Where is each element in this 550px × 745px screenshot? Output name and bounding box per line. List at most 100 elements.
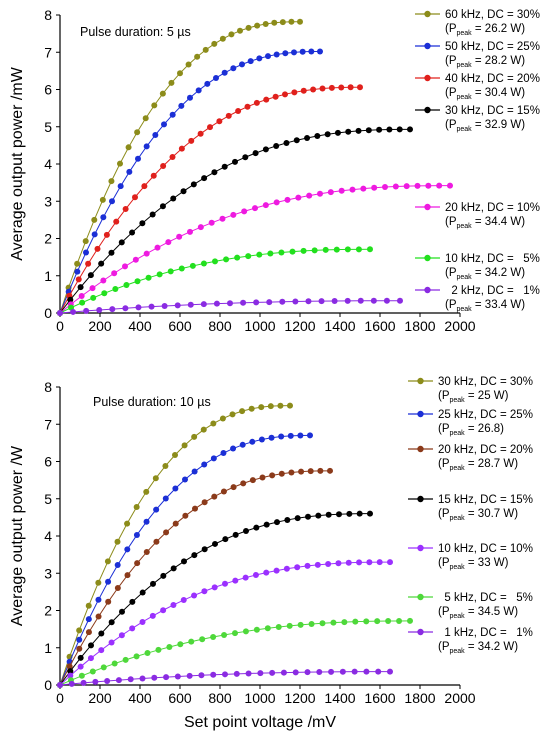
data-point	[351, 668, 358, 675]
y-tick-label: 4	[44, 156, 52, 172]
data-point	[232, 531, 239, 538]
legend-marker	[417, 410, 424, 418]
y-tick-label: 0	[44, 677, 52, 693]
top-chart-panel: 0 200 400 600 800 1000 1200 1400 1600 1800 2000 0 1 2…	[9, 7, 540, 334]
data-point	[83, 249, 89, 256]
data-point	[216, 118, 223, 125]
data-point	[245, 24, 252, 31]
data-point	[273, 199, 280, 206]
data-point	[150, 172, 157, 179]
data-point	[387, 559, 393, 566]
data-point	[283, 139, 290, 146]
data-point	[186, 672, 193, 679]
data-point	[376, 559, 383, 566]
data-point	[178, 265, 185, 272]
legend-marker	[417, 628, 424, 636]
data-point	[322, 246, 329, 253]
data-point	[230, 65, 237, 72]
data-point	[108, 249, 115, 256]
data-point	[156, 271, 163, 278]
y-tick-label: 2	[44, 603, 52, 619]
data-point	[191, 468, 198, 475]
data-point	[187, 301, 194, 308]
legend-peak-label: (Ppeak = 33 W)	[438, 557, 509, 571]
series-line	[59, 405, 291, 686]
data-point	[83, 307, 90, 314]
data-point	[129, 229, 136, 236]
data-point	[357, 297, 364, 304]
x-tick-label: 0	[56, 318, 64, 334]
data-point	[204, 80, 211, 87]
data-point	[122, 263, 128, 270]
data-point	[253, 299, 260, 306]
data-point	[257, 670, 264, 677]
data-point	[220, 488, 227, 495]
data-point	[363, 618, 370, 625]
data-point	[166, 643, 173, 650]
data-point	[149, 211, 156, 218]
data-point	[76, 627, 83, 634]
data-point	[70, 308, 77, 315]
data-point	[414, 182, 421, 189]
legend-marker	[417, 495, 424, 503]
data-point	[344, 297, 351, 304]
legend-peak-label: (Ppeak = 28.7 W)	[438, 458, 518, 472]
data-point	[239, 441, 246, 448]
y-tick-label: 3	[44, 565, 52, 581]
data-point	[127, 676, 134, 683]
data-point	[144, 650, 151, 657]
data-point	[96, 306, 103, 313]
data-point	[161, 302, 168, 309]
data-point	[256, 55, 263, 62]
data-point	[211, 493, 218, 500]
data-point	[200, 301, 207, 308]
data-point	[187, 228, 193, 235]
data-point	[133, 531, 140, 538]
data-point	[228, 31, 235, 38]
legend-marker	[424, 106, 431, 114]
data-point	[91, 231, 98, 238]
data-point	[174, 673, 181, 680]
data-point	[76, 636, 83, 643]
data-point	[295, 194, 302, 201]
data-point	[267, 403, 274, 410]
data-point	[232, 577, 239, 584]
x-tick-label: 1600	[364, 690, 395, 706]
data-point	[375, 668, 382, 675]
data-point	[177, 641, 184, 648]
data-point	[180, 597, 187, 604]
data-point	[180, 188, 187, 195]
data-point	[307, 468, 314, 475]
series-line	[59, 513, 371, 686]
data-point	[314, 132, 321, 139]
data-point	[258, 404, 265, 411]
data-point	[135, 304, 142, 311]
data-point	[91, 216, 98, 223]
data-point	[78, 293, 85, 300]
data-point	[274, 519, 280, 526]
data-point	[67, 668, 74, 675]
data-point	[94, 245, 101, 252]
data-point	[245, 253, 252, 260]
data-point	[277, 402, 284, 409]
legend-marker	[424, 42, 431, 50]
data-point	[114, 561, 121, 568]
data-point	[264, 625, 271, 632]
data-point	[152, 131, 159, 138]
x-tick-label: 200	[88, 318, 112, 334]
data-point	[155, 646, 162, 653]
data-point	[191, 592, 198, 599]
data-point	[111, 660, 118, 667]
legend-peak-label: (Ppeak = 34.2 W)	[438, 641, 518, 655]
data-point	[278, 433, 285, 440]
data-point	[265, 53, 271, 60]
legend-marker	[417, 377, 424, 385]
data-point	[328, 668, 335, 675]
legend-peak-label: (Ppeak = 30.4 W)	[445, 87, 525, 101]
data-point	[67, 296, 74, 303]
data-point	[148, 303, 155, 310]
legend-label: 10 kHz, DC = 5%	[445, 253, 540, 265]
data-point	[176, 233, 183, 240]
data-point	[324, 131, 331, 138]
data-point	[336, 511, 342, 518]
